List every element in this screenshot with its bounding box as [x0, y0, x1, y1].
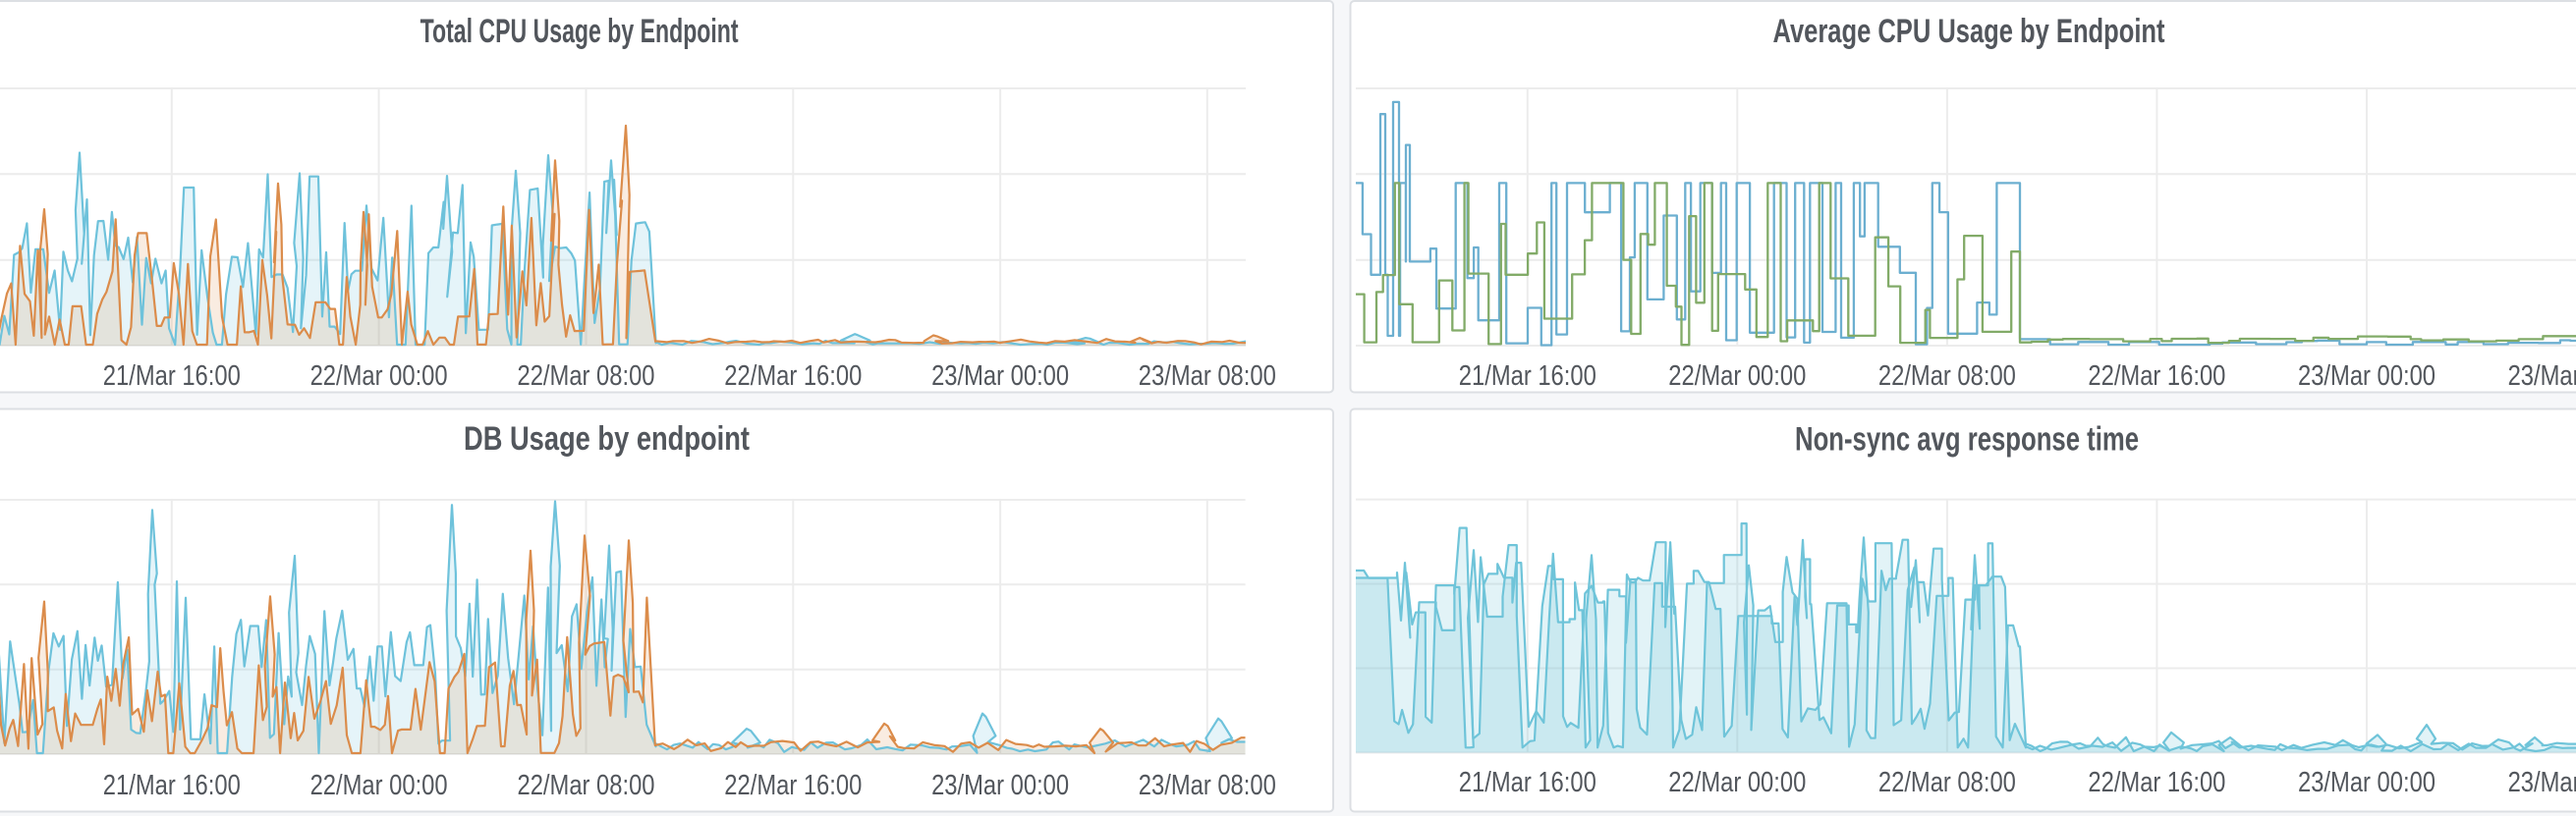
svg-text:Non-sync avg response time: Non-sync avg response time	[1795, 421, 2139, 459]
svg-text:21/Mar 16:00: 21/Mar 16:00	[1459, 767, 1596, 798]
svg-text:22/Mar 08:00: 22/Mar 08:00	[518, 360, 655, 392]
svg-text:22/Mar 16:00: 22/Mar 16:00	[2088, 360, 2225, 392]
svg-text:22/Mar 16:00: 22/Mar 16:00	[724, 770, 862, 801]
svg-text:22/Mar 16:00: 22/Mar 16:00	[724, 360, 862, 392]
svg-text:21/Mar 16:00: 21/Mar 16:00	[1459, 360, 1596, 392]
svg-text:21/Mar 16:00: 21/Mar 16:00	[103, 360, 241, 392]
svg-text:22/Mar 08:00: 22/Mar 08:00	[1878, 767, 2016, 798]
svg-text:22/Mar 08:00: 22/Mar 08:00	[1878, 360, 2016, 392]
svg-text:23/Mar 08:00: 23/Mar 08:00	[2508, 360, 2576, 392]
svg-text:22/Mar 00:00: 22/Mar 00:00	[1668, 360, 1806, 392]
svg-text:22/Mar 00:00: 22/Mar 00:00	[310, 360, 448, 392]
svg-text:Total CPU Usage by Endpoint: Total CPU Usage by Endpoint	[420, 13, 739, 50]
svg-text:Average CPU Usage by Endpoint: Average CPU Usage by Endpoint	[1773, 13, 2165, 50]
svg-text:23/Mar 08:00: 23/Mar 08:00	[1139, 770, 1276, 801]
svg-text:23/Mar 00:00: 23/Mar 00:00	[931, 770, 1069, 801]
svg-text:22/Mar 00:00: 22/Mar 00:00	[1668, 767, 1806, 798]
svg-text:23/Mar 00:00: 23/Mar 00:00	[2298, 767, 2436, 798]
svg-text:22/Mar 00:00: 22/Mar 00:00	[310, 770, 448, 801]
svg-text:22/Mar 08:00: 22/Mar 08:00	[518, 770, 655, 801]
svg-text:DB Usage by endpoint: DB Usage by endpoint	[464, 420, 750, 458]
svg-text:23/Mar 08:00: 23/Mar 08:00	[2508, 767, 2576, 798]
svg-text:21/Mar 16:00: 21/Mar 16:00	[103, 770, 241, 801]
svg-text:23/Mar 00:00: 23/Mar 00:00	[931, 360, 1069, 392]
svg-text:23/Mar 08:00: 23/Mar 08:00	[1139, 360, 1276, 392]
svg-text:23/Mar 00:00: 23/Mar 00:00	[2298, 360, 2436, 392]
svg-text:22/Mar 16:00: 22/Mar 16:00	[2088, 767, 2225, 798]
